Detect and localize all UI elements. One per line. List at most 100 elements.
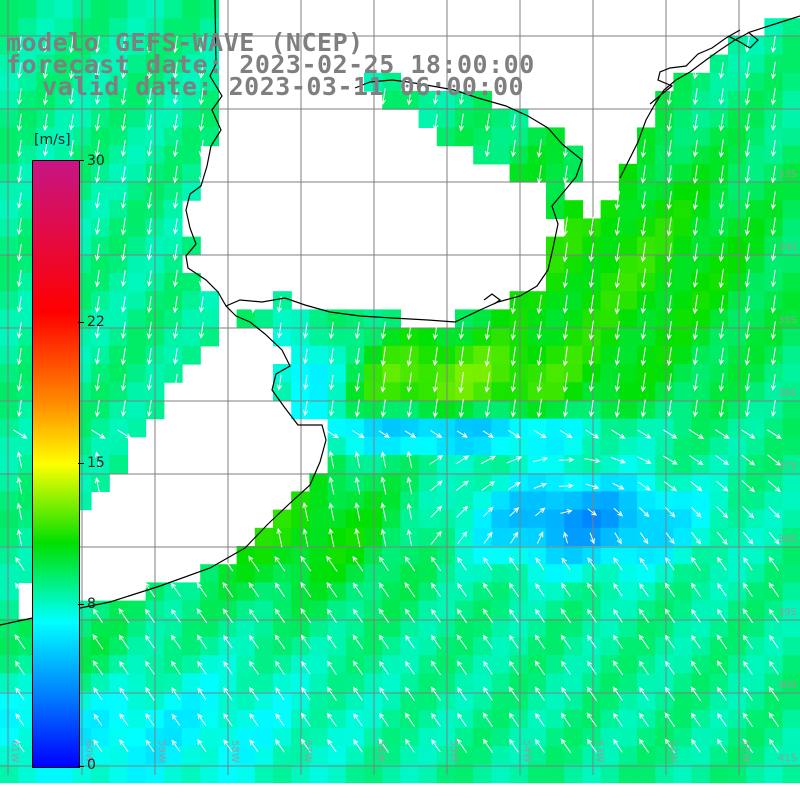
wind-cell — [200, 327, 219, 347]
wind-cell — [491, 673, 511, 693]
wind-arrow — [588, 373, 594, 392]
wind-cell — [782, 673, 800, 693]
wind-cell — [600, 491, 620, 511]
wind-arrow — [94, 269, 101, 288]
wind-cell — [728, 345, 747, 365]
wind-cell — [709, 509, 729, 529]
wind-cell — [455, 436, 474, 456]
wind-cell — [637, 691, 656, 711]
wind-arrow — [275, 738, 285, 753]
wind-cell — [109, 709, 128, 729]
wind-cell — [746, 72, 765, 92]
wind-cell — [491, 418, 511, 438]
wind-cell — [673, 254, 693, 274]
wind-cell — [618, 254, 638, 274]
wind-cell — [364, 327, 383, 347]
wind-arrow — [406, 476, 413, 495]
wind-cell — [273, 673, 292, 693]
wind-cell — [182, 36, 201, 56]
wind-cell — [509, 509, 529, 529]
wind-cell — [327, 600, 347, 620]
wind-cell — [18, 127, 37, 147]
wind-arrow — [691, 531, 702, 545]
wind-cell — [637, 600, 656, 620]
wind-cell — [673, 673, 693, 693]
wind-cell — [182, 673, 201, 693]
wind-cell — [564, 673, 583, 693]
wind-cell — [600, 655, 620, 674]
wind-arrow — [718, 88, 725, 105]
wind-cell — [364, 655, 383, 674]
wind-cell — [473, 327, 492, 347]
wind-arrow — [432, 321, 438, 340]
wind-cell — [127, 637, 147, 656]
wind-cell — [728, 327, 747, 347]
wind-cell — [746, 382, 765, 401]
wind-cell — [600, 473, 620, 492]
wind-cell — [491, 709, 511, 729]
wind-cell — [564, 254, 583, 274]
wind-arrow — [172, 165, 179, 184]
wind-arrow — [404, 660, 415, 675]
wind-cell — [564, 218, 583, 238]
wind-cell — [782, 637, 800, 656]
wind-arrow — [94, 113, 101, 132]
wind-cell — [564, 418, 583, 438]
wind-cell — [182, 709, 201, 729]
wind-cell — [0, 0, 19, 19]
wind-arrow — [770, 165, 777, 184]
wind-cell — [309, 709, 329, 729]
wind-cell — [673, 182, 693, 201]
wind-cell — [491, 637, 511, 656]
wind-arrow — [406, 321, 412, 341]
wind-cell — [0, 546, 19, 565]
wind-arrow — [562, 295, 568, 314]
wind-arrow — [484, 372, 490, 393]
wind-cell — [127, 36, 147, 56]
wind-arrow — [378, 634, 390, 649]
wind-arrow — [328, 502, 335, 521]
wind-arrow — [510, 139, 517, 158]
wind-cell — [91, 418, 110, 438]
wind-cell — [618, 491, 638, 511]
wind-cell — [491, 691, 511, 711]
wind-cell — [764, 618, 784, 638]
wind-cell — [364, 728, 383, 747]
wind-cell — [473, 618, 492, 638]
wind-cell — [400, 600, 420, 620]
wind-cell — [436, 345, 456, 365]
wind-cell — [127, 418, 147, 438]
wind-arrow — [92, 633, 104, 650]
wind-cell — [673, 564, 693, 583]
wind-cell — [564, 564, 583, 583]
wind-cell — [436, 709, 456, 729]
wind-cell — [109, 655, 128, 674]
wind-cell — [746, 728, 765, 747]
wind-cell — [527, 564, 547, 583]
wind-arrow — [16, 36, 23, 53]
wind-cell — [764, 455, 784, 474]
wind-cell — [400, 637, 420, 656]
wind-arrow — [302, 501, 309, 522]
wind-cell — [582, 473, 602, 492]
wind-cell — [491, 564, 511, 583]
wind-cell — [655, 327, 674, 347]
wind-arrow — [715, 455, 730, 466]
wind-cell — [254, 691, 274, 711]
wind-arrow — [744, 269, 750, 288]
wind-cell — [418, 382, 438, 401]
wind-arrow — [276, 374, 283, 391]
wind-arrow — [718, 62, 725, 79]
wind-cell — [91, 673, 110, 693]
wind-cell — [691, 546, 711, 565]
wind-cell — [182, 728, 201, 747]
wind-cell — [600, 200, 620, 219]
wind-arrow — [587, 557, 597, 571]
wind-cell — [691, 582, 711, 602]
wind-cell — [455, 91, 474, 110]
wind-arrow — [770, 321, 776, 340]
wind-cell — [127, 600, 147, 620]
wind-arrow — [614, 373, 620, 392]
latitude-label: 35S — [778, 315, 797, 326]
wind-arrow — [378, 712, 389, 727]
